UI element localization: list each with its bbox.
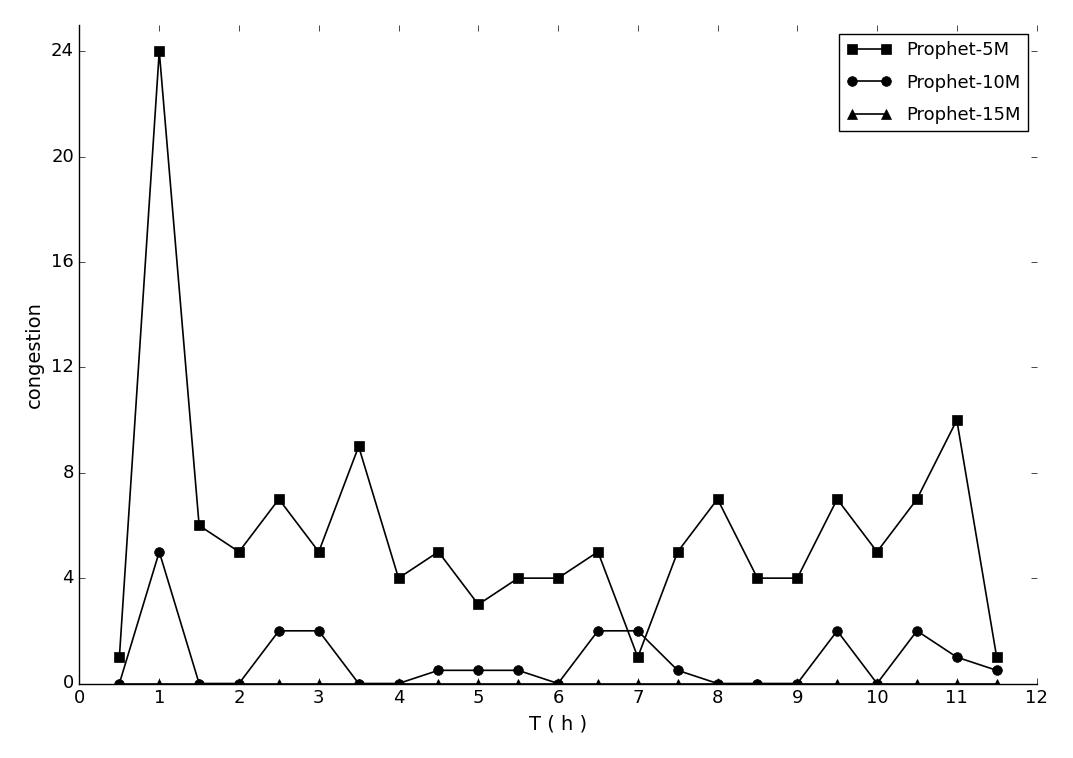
X-axis label: T ( h ): T ( h )	[529, 714, 587, 733]
Line: Prophet-10M: Prophet-10M	[115, 547, 1001, 688]
Prophet-10M	[831, 626, 843, 635]
Prophet-10M	[990, 666, 1003, 675]
Prophet-15M	[432, 679, 445, 688]
Prophet-5M	[552, 574, 564, 583]
Prophet-15M	[233, 679, 246, 688]
Prophet-15M	[631, 679, 644, 688]
Prophet-10M	[273, 626, 285, 635]
Prophet-10M	[791, 679, 804, 688]
Prophet-5M	[870, 547, 883, 556]
Y-axis label: congestion: congestion	[25, 301, 44, 408]
Prophet-5M	[951, 415, 964, 424]
Prophet-15M	[711, 679, 724, 688]
Prophet-15M	[512, 679, 525, 688]
Prophet-15M	[591, 679, 604, 688]
Prophet-10M	[711, 679, 724, 688]
Prophet-5M	[512, 574, 525, 583]
Prophet-10M	[193, 679, 206, 688]
Prophet-5M	[911, 494, 924, 503]
Prophet-10M	[432, 666, 445, 675]
Prophet-5M	[751, 574, 764, 583]
Prophet-5M	[193, 521, 206, 530]
Prophet-15M	[951, 679, 964, 688]
Line: Prophet-5M: Prophet-5M	[115, 46, 1001, 662]
Prophet-5M	[791, 574, 804, 583]
Prophet-5M	[312, 547, 325, 556]
Prophet-10M	[392, 679, 405, 688]
Prophet-15M	[472, 679, 485, 688]
Prophet-5M	[233, 547, 246, 556]
Prophet-15M	[911, 679, 924, 688]
Prophet-15M	[791, 679, 804, 688]
Prophet-5M	[831, 494, 843, 503]
Legend: Prophet-5M, Prophet-10M, Prophet-15M: Prophet-5M, Prophet-10M, Prophet-15M	[839, 34, 1028, 131]
Prophet-10M	[672, 666, 685, 675]
Prophet-10M	[911, 626, 924, 635]
Prophet-15M	[152, 679, 165, 688]
Prophet-15M	[672, 679, 685, 688]
Prophet-5M	[113, 653, 126, 662]
Prophet-5M	[352, 442, 365, 451]
Prophet-10M	[951, 653, 964, 662]
Prophet-15M	[751, 679, 764, 688]
Prophet-10M	[152, 547, 165, 556]
Prophet-15M	[312, 679, 325, 688]
Prophet-5M	[591, 547, 604, 556]
Prophet-5M	[672, 547, 685, 556]
Prophet-10M	[631, 626, 644, 635]
Prophet-5M	[392, 574, 405, 583]
Prophet-15M	[552, 679, 564, 688]
Prophet-15M	[990, 679, 1003, 688]
Prophet-5M	[273, 494, 285, 503]
Prophet-5M	[631, 653, 644, 662]
Prophet-10M	[352, 679, 365, 688]
Prophet-10M	[751, 679, 764, 688]
Prophet-15M	[273, 679, 285, 688]
Prophet-15M	[352, 679, 365, 688]
Line: Prophet-15M: Prophet-15M	[115, 678, 1001, 688]
Prophet-10M	[552, 679, 564, 688]
Prophet-5M	[432, 547, 445, 556]
Prophet-5M	[711, 494, 724, 503]
Prophet-10M	[312, 626, 325, 635]
Prophet-10M	[870, 679, 883, 688]
Prophet-10M	[512, 666, 525, 675]
Prophet-15M	[870, 679, 883, 688]
Prophet-5M	[472, 600, 485, 609]
Prophet-10M	[472, 666, 485, 675]
Prophet-15M	[193, 679, 206, 688]
Prophet-10M	[233, 679, 246, 688]
Prophet-10M	[113, 679, 126, 688]
Prophet-15M	[113, 679, 126, 688]
Prophet-15M	[392, 679, 405, 688]
Prophet-5M	[990, 653, 1003, 662]
Prophet-5M	[152, 47, 165, 56]
Prophet-15M	[831, 679, 843, 688]
Prophet-10M	[591, 626, 604, 635]
